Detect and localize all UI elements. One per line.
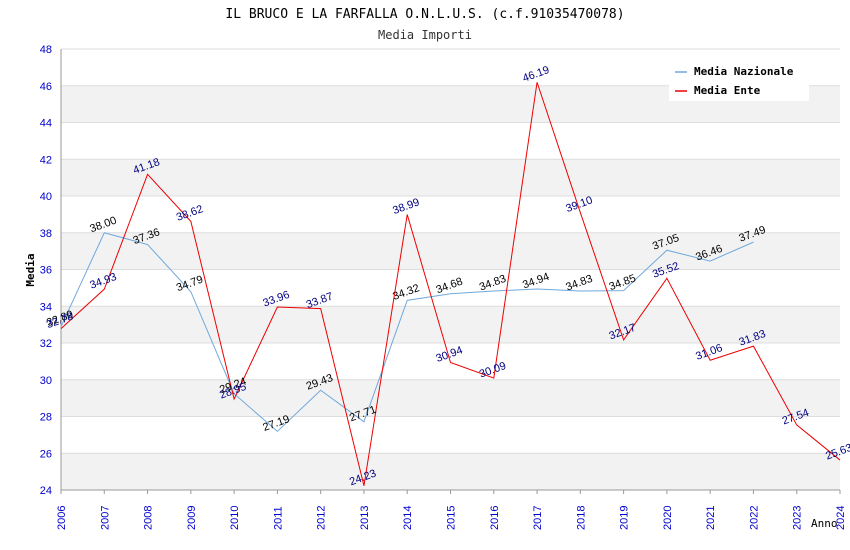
x-tick-label: 2009 [186, 506, 198, 530]
x-tick-label: 2023 [792, 506, 804, 530]
chart-title: IL BRUCO E LA FARFALLA O.N.L.U.S. (c.f.9… [225, 7, 624, 22]
x-tick-label: 2013 [359, 506, 371, 530]
x-tick-label: 2018 [575, 506, 587, 530]
chart-subtitle: Media Importi [378, 28, 472, 42]
y-tick-label: 24 [40, 485, 52, 497]
y-tick-label: 36 [40, 265, 52, 277]
series-lines [60, 82, 841, 486]
data-label: 38.99 [391, 196, 421, 217]
x-tick-label: 2014 [402, 506, 414, 530]
legend-label-nazionale: Media Nazionale [694, 65, 794, 78]
y-tick-labels: 24 26 28 30 32 34 36 38 40 42 44 46 48 [40, 44, 52, 497]
background-bands [61, 85, 840, 490]
data-label: 46.19 [521, 64, 551, 85]
y-axis-label: Media [24, 253, 37, 286]
band [61, 232, 840, 270]
y-tick-label: 48 [40, 44, 52, 56]
y-tick-label: 38 [40, 228, 52, 240]
band [61, 159, 840, 196]
y-tick-label: 34 [40, 301, 52, 313]
x-tick-label: 2010 [229, 506, 241, 530]
series-line-ente [60, 82, 841, 486]
x-tick-label: 2012 [316, 506, 328, 530]
y-tick-label: 42 [40, 154, 52, 166]
data-label: 31.06 [694, 342, 724, 363]
x-tick-label: 2011 [272, 506, 284, 530]
x-axis-label: Anno [811, 517, 838, 530]
legend-box [669, 59, 809, 101]
y-tick-label: 46 [40, 81, 52, 93]
band [61, 379, 840, 417]
x-tick-label: 2006 [56, 506, 68, 530]
x-tick-label: 2008 [143, 506, 155, 530]
y-tick-label: 32 [40, 338, 52, 350]
x-tick-label: 2021 [705, 506, 717, 530]
x-tick-label: 2019 [619, 506, 631, 530]
legend: Media Nazionale Media Ente [669, 59, 809, 101]
x-tick-label: 2016 [489, 506, 501, 530]
band [61, 306, 840, 343]
band [61, 453, 840, 490]
y-tick-label: 40 [40, 191, 52, 203]
y-tick-label: 28 [40, 412, 52, 424]
data-label: 39.10 [564, 194, 594, 215]
x-tick-labels: 2006 2007 2008 2009 2010 2011 2012 2013 2014 2015… [56, 506, 847, 530]
data-labels: 32.8938.0037.3634.7929.2427.1929.4327.71… [45, 64, 850, 488]
x-tick-label: 2007 [99, 506, 111, 530]
y-tick-label: 30 [40, 375, 52, 387]
y-tick-label: 26 [40, 448, 52, 460]
x-tick-label: 2015 [446, 506, 458, 530]
data-label: 34.94 [521, 271, 551, 292]
series-line-nazionale [60, 232, 754, 433]
data-label: 34.85 [608, 272, 638, 293]
axes [60, 49, 841, 494]
data-label: 30.94 [434, 344, 464, 365]
legend-label-ente: Media Ente [694, 84, 761, 97]
x-tick-label: 2022 [748, 506, 760, 530]
data-label: 38.00 [88, 215, 118, 236]
y-tick-label: 44 [40, 118, 52, 130]
data-label: 34.93 [88, 271, 118, 292]
x-tick-label: 2020 [662, 506, 674, 530]
x-tick-label: 2017 [532, 506, 544, 530]
x-tick-label: 2024 [835, 506, 847, 530]
